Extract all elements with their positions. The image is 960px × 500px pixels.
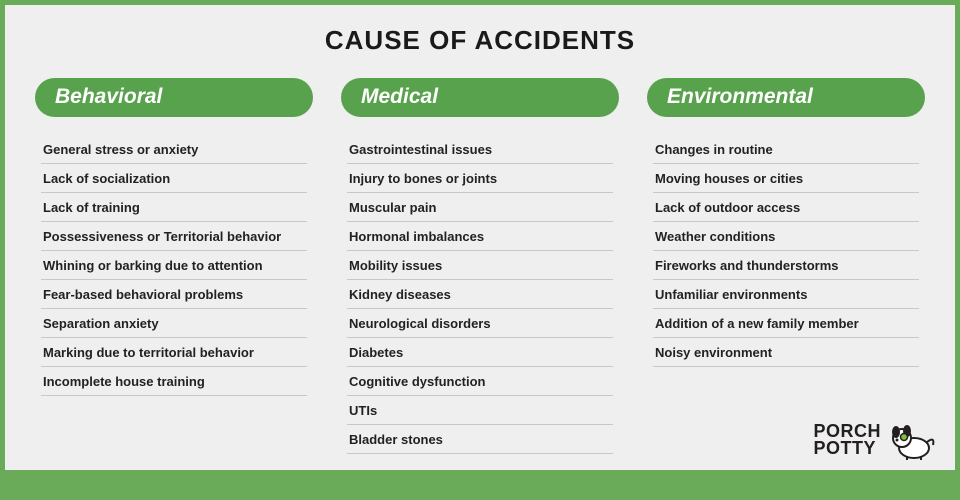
list-item: Gastrointestinal issues [347,135,613,164]
list-item: Kidney diseases [347,280,613,309]
brand-logo: PORCH POTTY [813,418,939,462]
list-item: Muscular pain [347,193,613,222]
list-item: Moving houses or cities [653,164,919,193]
logo-text: PORCH POTTY [813,423,881,457]
list-item: Possessiveness or Territorial behavior [41,222,307,251]
list-item: Fireworks and thunderstorms [653,251,919,280]
list-item: Neurological disorders [347,309,613,338]
column-header-medical: Medical [341,78,619,117]
list-behavioral: General stress or anxiety Lack of social… [35,135,313,396]
list-item: Lack of socialization [41,164,307,193]
column-behavioral: Behavioral General stress or anxiety Lac… [35,78,313,454]
list-item: Diabetes [347,338,613,367]
list-item: General stress or anxiety [41,135,307,164]
infographic-panel: CAUSE OF ACCIDENTS Behavioral General st… [5,5,955,470]
columns-container: Behavioral General stress or anxiety Lac… [35,78,925,454]
list-item: Noisy environment [653,338,919,367]
list-item: Cognitive dysfunction [347,367,613,396]
list-item: Changes in routine [653,135,919,164]
list-item: Addition of a new family member [653,309,919,338]
column-header-behavioral: Behavioral [35,78,313,117]
page-title: CAUSE OF ACCIDENTS [35,25,925,56]
logo-line2: POTTY [813,440,881,457]
list-item: Marking due to territorial behavior [41,338,307,367]
column-environmental: Environmental Changes in routine Moving … [647,78,925,454]
dog-icon [887,418,939,462]
list-item: Weather conditions [653,222,919,251]
list-medical: Gastrointestinal issues Injury to bones … [341,135,619,454]
list-item: Lack of outdoor access [653,193,919,222]
list-item: Lack of training [41,193,307,222]
list-item: UTIs [347,396,613,425]
list-item: Hormonal imbalances [347,222,613,251]
list-item: Incomplete house training [41,367,307,396]
column-header-environmental: Environmental [647,78,925,117]
column-medical: Medical Gastrointestinal issues Injury t… [341,78,619,454]
list-item: Unfamiliar environments [653,280,919,309]
list-item: Fear-based behavioral problems [41,280,307,309]
list-item: Separation anxiety [41,309,307,338]
list-item: Bladder stones [347,425,613,454]
list-item: Mobility issues [347,251,613,280]
list-environmental: Changes in routine Moving houses or citi… [647,135,925,367]
list-item: Injury to bones or joints [347,164,613,193]
list-item: Whining or barking due to attention [41,251,307,280]
